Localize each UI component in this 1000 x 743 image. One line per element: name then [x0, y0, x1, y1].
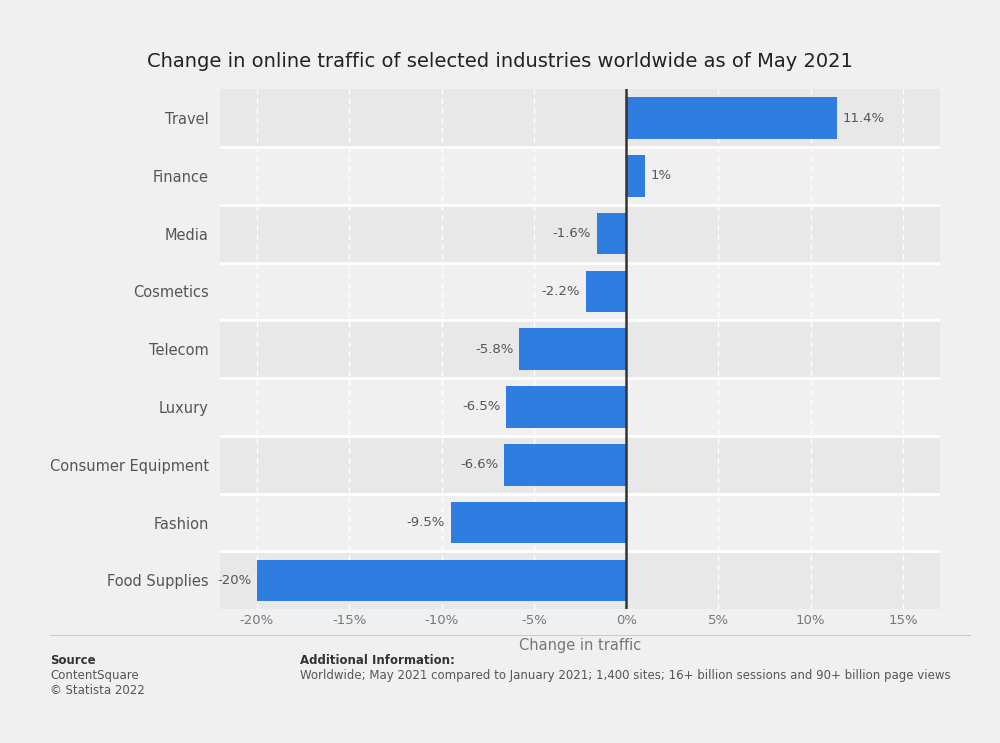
Bar	[220, 320, 940, 378]
Text: Additional Information:: Additional Information:	[300, 654, 455, 666]
Bar	[220, 89, 940, 147]
Text: -6.5%: -6.5%	[462, 400, 501, 414]
Text: Worldwide; May 2021 compared to January 2021; 1,400 sites; 16+ billion sessions : Worldwide; May 2021 compared to January …	[300, 669, 951, 681]
Text: 11.4%: 11.4%	[842, 111, 884, 125]
Text: Change in online traffic of selected industries worldwide as of May 2021: Change in online traffic of selected ind…	[147, 52, 853, 71]
Bar	[586, 270, 626, 312]
Bar	[257, 559, 626, 601]
Bar	[451, 502, 626, 543]
Bar	[220, 205, 940, 262]
Text: -5.8%: -5.8%	[475, 343, 514, 356]
Text: 1%: 1%	[650, 169, 671, 182]
Bar	[220, 378, 940, 436]
Text: -1.6%: -1.6%	[553, 227, 591, 240]
Bar	[504, 444, 626, 486]
Text: Source: Source	[50, 654, 96, 666]
Text: -2.2%: -2.2%	[542, 285, 580, 298]
Bar	[220, 551, 940, 609]
Bar	[220, 262, 940, 320]
Bar	[506, 386, 626, 428]
Bar	[626, 97, 837, 139]
Bar	[220, 493, 940, 551]
Bar	[220, 436, 940, 493]
Text: -20%: -20%	[217, 574, 251, 587]
Text: -9.5%: -9.5%	[407, 516, 445, 529]
Bar	[626, 155, 645, 197]
Bar	[597, 212, 626, 254]
Bar	[220, 147, 940, 205]
Bar	[519, 328, 626, 370]
X-axis label: Change in traffic: Change in traffic	[519, 638, 641, 653]
Text: ContentSquare
© Statista 2022: ContentSquare © Statista 2022	[50, 669, 145, 697]
Text: -6.6%: -6.6%	[461, 458, 499, 471]
